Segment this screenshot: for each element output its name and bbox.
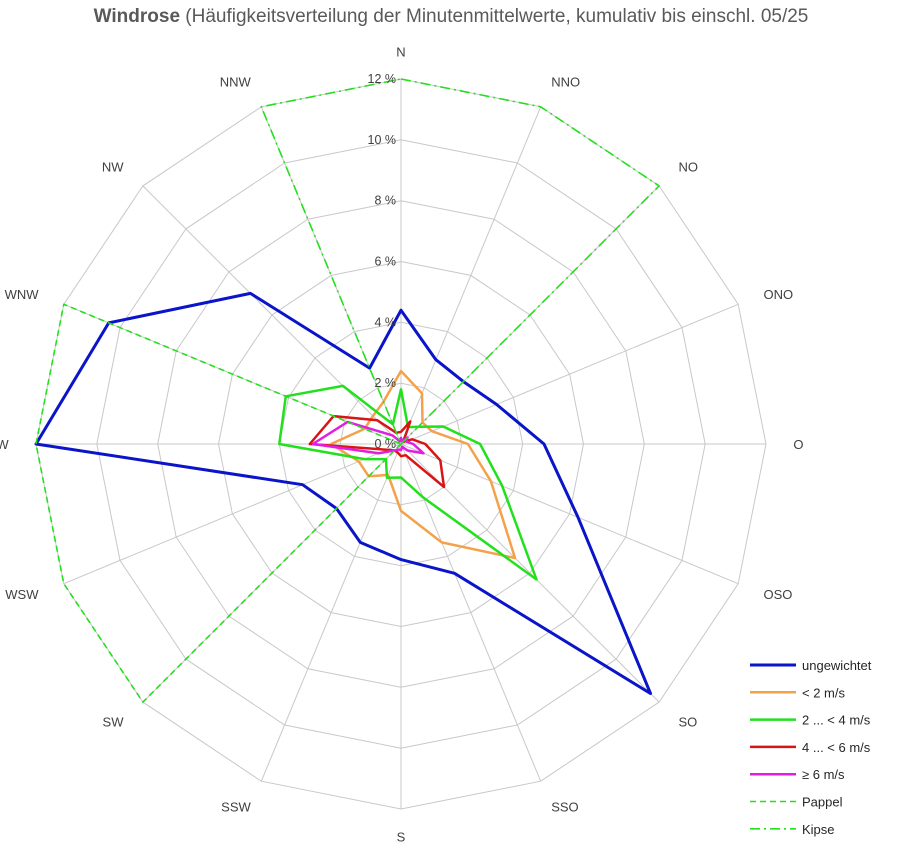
series-line — [260, 78, 660, 445]
legend-label: < 2 m/s — [802, 685, 845, 700]
series-line — [278, 384, 538, 581]
legend-label: ≥ 6 m/s — [802, 767, 845, 782]
grid-spoke — [63, 443, 402, 585]
legend-label: 2 ... < 4 m/s — [802, 713, 871, 728]
series-line — [34, 291, 652, 695]
chart-title: Windrose (Häufigkeitsverteilung der Minu… — [0, 6, 902, 28]
direction-label: WNW — [5, 287, 40, 302]
direction-label: SO — [679, 715, 698, 730]
direction-label: NNW — [220, 75, 252, 90]
direction-label: SW — [103, 715, 125, 730]
radar-series — [34, 78, 660, 703]
series-line — [329, 369, 517, 560]
chart-legend: ungewichtet < 2 m/s 2 ... < 4 m/s 4 ... < 6… — [750, 658, 872, 837]
grid-spoke — [142, 185, 402, 445]
direction-label: NO — [679, 160, 699, 175]
direction-label: OSO — [764, 587, 793, 602]
grid-spoke — [400, 303, 739, 445]
chart-title-bold: Windrose — [93, 6, 181, 27]
legend-label: Pappel — [802, 795, 843, 810]
tick-label: 6 % — [374, 255, 396, 269]
series-line — [311, 420, 425, 455]
tick-label: 8 % — [374, 194, 396, 208]
direction-label: SSO — [551, 800, 578, 815]
grid-spoke — [260, 443, 402, 782]
direction-label: N — [396, 45, 405, 60]
direction-label: ONO — [764, 287, 794, 302]
tick-label: 4 % — [374, 315, 396, 329]
legend-label: Kipse — [802, 822, 835, 837]
tick-label: 12 % — [368, 72, 397, 86]
direction-label: W — [0, 437, 9, 452]
grid-spoke — [400, 443, 542, 782]
direction-label: WSW — [5, 587, 39, 602]
grid-spoke — [400, 106, 542, 445]
radar-labels: N NNO NO ONO O OSO SO SSO S SSW SW WSW W WNW NW NNW 0 % 2… — [0, 45, 804, 845]
chart-title-rest: (Häufigkeitsverteilung der Minutenmittel… — [180, 6, 809, 27]
tick-label: 0 % — [374, 437, 396, 451]
grid-spoke — [400, 443, 739, 585]
direction-label: O — [793, 437, 803, 452]
tick-label: 2 % — [374, 376, 396, 390]
series-line — [308, 414, 446, 489]
series-line — [35, 303, 402, 703]
direction-label: NNO — [551, 75, 580, 90]
legend-label: 4 ... < 6 m/s — [802, 740, 871, 755]
direction-label: NW — [102, 160, 124, 175]
tick-label: 10 % — [368, 133, 397, 147]
direction-label: S — [397, 829, 406, 844]
direction-label: SSW — [221, 800, 251, 815]
legend-label: ungewichtet — [802, 658, 872, 673]
